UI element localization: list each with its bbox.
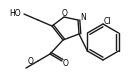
Text: Cl: Cl	[103, 17, 111, 26]
Text: O: O	[62, 9, 68, 17]
Text: N: N	[80, 12, 86, 22]
Text: HO: HO	[9, 10, 21, 18]
Text: O: O	[27, 56, 33, 66]
Text: O: O	[63, 60, 69, 68]
